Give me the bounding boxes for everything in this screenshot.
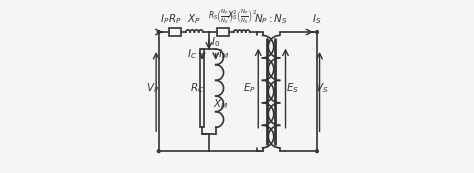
Text: $X_M$: $X_M$ bbox=[213, 97, 228, 111]
Text: $X_P$: $X_P$ bbox=[188, 12, 201, 26]
Text: $V_S$: $V_S$ bbox=[315, 82, 329, 95]
Text: $I_S$: $I_S$ bbox=[312, 12, 321, 26]
Text: $I_0$: $I_0$ bbox=[211, 36, 220, 49]
Bar bbox=[217, 28, 229, 36]
Text: $R_S\left(\frac{N_P}{N_S}\right)^2$: $R_S\left(\frac{N_P}{N_S}\right)^2$ bbox=[208, 8, 238, 26]
Text: $R_P$: $R_P$ bbox=[168, 13, 182, 26]
Text: $E_S$: $E_S$ bbox=[286, 82, 299, 95]
Text: $V_P$: $V_P$ bbox=[146, 82, 159, 95]
Text: $R_C$: $R_C$ bbox=[190, 82, 204, 95]
Text: $N_P : N_S$: $N_P : N_S$ bbox=[254, 12, 288, 26]
Bar bbox=[169, 28, 181, 36]
Text: $I_M$: $I_M$ bbox=[218, 48, 229, 61]
Text: $X_S\left(\frac{N_P}{N_S}\right)^2$: $X_S\left(\frac{N_P}{N_S}\right)^2$ bbox=[227, 8, 256, 26]
Bar bbox=[200, 49, 204, 127]
Text: $E_P$: $E_P$ bbox=[243, 82, 256, 95]
Text: $I_C$: $I_C$ bbox=[187, 48, 197, 61]
Text: $I_P$: $I_P$ bbox=[160, 12, 169, 26]
